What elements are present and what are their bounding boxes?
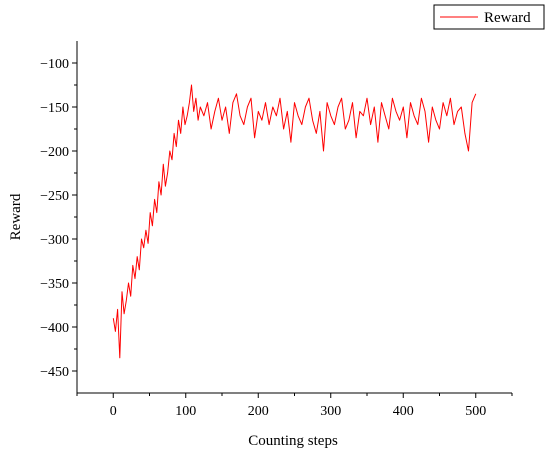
y-tick-label: −450 xyxy=(40,365,69,380)
x-ticks: 0 100 200 300 400 500 xyxy=(76,393,513,419)
legend-label-reward: Reward xyxy=(484,10,531,26)
y-tick-label: −350 xyxy=(40,277,69,292)
y-tick-label: −200 xyxy=(40,145,69,160)
y-tick-label: −250 xyxy=(40,189,69,204)
y-tick-label: −300 xyxy=(40,233,69,248)
y-tick-label: −100 xyxy=(40,57,69,72)
x-tick-label: 400 xyxy=(393,404,414,419)
x-tick-label: 500 xyxy=(465,404,486,419)
axes xyxy=(76,41,512,394)
y-tick-label: −400 xyxy=(40,321,69,336)
x-axis-title: Counting steps xyxy=(248,433,338,449)
series-line-reward xyxy=(112,84,477,359)
legend: Reward xyxy=(433,4,545,30)
y-axis-title: Reward xyxy=(8,193,24,240)
y-ticks: −450 −400 −350 −300 −250 −200 −150 −100 xyxy=(40,57,77,380)
x-tick-label: 300 xyxy=(320,404,341,419)
x-tick-label: 200 xyxy=(248,404,269,419)
x-tick-label: 0 xyxy=(110,404,117,419)
y-tick-label: −150 xyxy=(40,101,69,116)
x-tick-label: 100 xyxy=(175,404,196,419)
